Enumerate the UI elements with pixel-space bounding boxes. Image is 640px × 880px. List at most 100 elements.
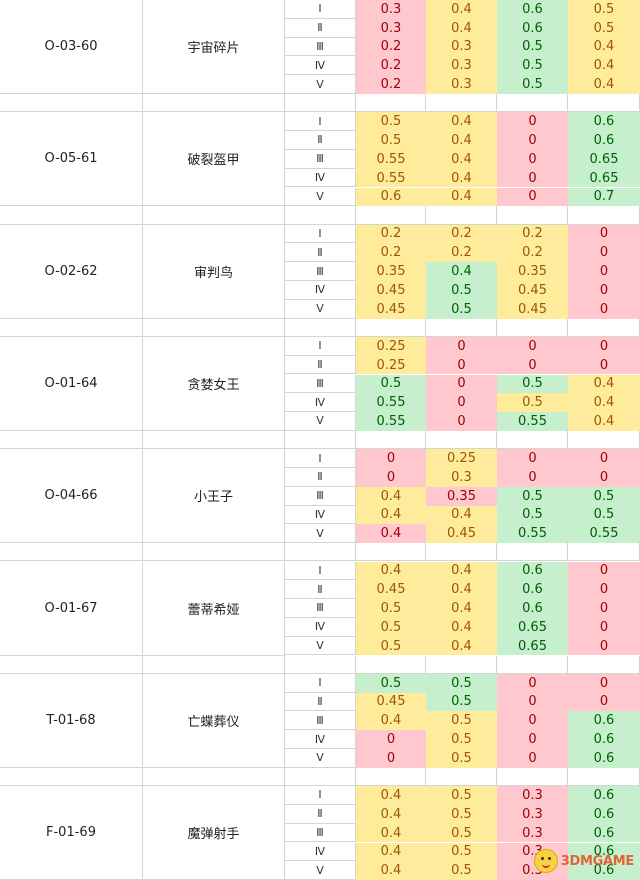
value-cell[interactable]: 0 xyxy=(568,262,640,281)
value-cell[interactable]: 0 xyxy=(568,299,640,319)
value-cell[interactable]: 0.5 xyxy=(497,56,568,76)
level-cell[interactable]: Ⅴ xyxy=(285,299,356,319)
value-cell[interactable]: 0 xyxy=(568,692,640,712)
value-cell[interactable]: 0.65 xyxy=(568,168,640,188)
value-cell[interactable]: 0.45 xyxy=(497,281,568,300)
value-cell[interactable]: 0.5 xyxy=(426,692,497,712)
separator-cell[interactable] xyxy=(143,543,285,562)
value-cell[interactable]: 0.4 xyxy=(356,861,426,880)
level-cell[interactable]: Ⅰ xyxy=(285,673,356,693)
level-cell[interactable]: Ⅴ xyxy=(285,636,356,656)
level-cell[interactable]: Ⅴ xyxy=(285,749,356,768)
separator-cell[interactable] xyxy=(497,655,568,674)
value-cell[interactable]: 0 xyxy=(497,187,568,207)
level-cell[interactable]: Ⅲ xyxy=(285,37,356,57)
level-cell[interactable]: Ⅱ xyxy=(285,580,356,600)
value-cell[interactable]: 0.25 xyxy=(426,449,497,468)
value-cell[interactable]: 0.2 xyxy=(356,224,426,244)
value-cell[interactable]: 0.3 xyxy=(426,56,497,76)
value-cell[interactable]: 0.7 xyxy=(568,187,640,207)
value-cell[interactable]: 0.6 xyxy=(497,18,568,38)
value-cell[interactable]: 0.4 xyxy=(568,75,640,94)
value-cell[interactable]: 0 xyxy=(426,393,497,413)
separator-cell[interactable] xyxy=(356,206,426,225)
separator-cell[interactable] xyxy=(568,543,640,562)
item-name-cell[interactable]: 宇宙碎片 xyxy=(143,0,285,94)
value-cell[interactable]: 0 xyxy=(497,711,568,731)
value-cell[interactable]: 0.4 xyxy=(426,168,497,188)
separator-cell[interactable] xyxy=(143,318,285,337)
value-cell[interactable]: 0.6 xyxy=(356,187,426,207)
value-cell[interactable]: 0 xyxy=(568,468,640,487)
level-cell[interactable]: Ⅰ xyxy=(285,112,356,132)
item-name-cell[interactable]: 破裂盔甲 xyxy=(143,112,285,207)
value-cell[interactable]: 0 xyxy=(568,561,640,581)
value-cell[interactable]: 0.5 xyxy=(568,505,640,525)
value-cell[interactable]: 0.6 xyxy=(568,711,640,731)
value-cell[interactable]: 0 xyxy=(497,673,568,693)
separator-cell[interactable] xyxy=(0,543,143,562)
value-cell[interactable]: 0.5 xyxy=(356,617,426,637)
value-cell[interactable]: 0.35 xyxy=(426,486,497,506)
level-cell[interactable]: Ⅱ xyxy=(285,692,356,712)
level-cell[interactable]: Ⅲ xyxy=(285,262,356,281)
value-cell[interactable]: 0 xyxy=(497,112,568,132)
value-cell[interactable]: 0.4 xyxy=(356,486,426,506)
value-cell[interactable]: 0.4 xyxy=(356,711,426,731)
value-cell[interactable]: 0.35 xyxy=(356,262,426,281)
value-cell[interactable]: 0.5 xyxy=(497,75,568,94)
value-cell[interactable]: 0.55 xyxy=(356,168,426,188)
value-cell[interactable]: 0.6 xyxy=(497,580,568,600)
value-cell[interactable]: 0.6 xyxy=(497,561,568,581)
value-cell[interactable]: 0.5 xyxy=(426,730,497,749)
item-name-cell[interactable]: 贪婪女王 xyxy=(143,336,285,431)
item-name-cell[interactable]: 蕾蒂希娅 xyxy=(143,561,285,656)
value-cell[interactable]: 0 xyxy=(426,412,497,431)
value-cell[interactable]: 0.6 xyxy=(568,823,640,843)
level-cell[interactable]: Ⅲ xyxy=(285,374,356,394)
separator-cell[interactable] xyxy=(568,767,640,787)
item-code-cell[interactable]: O-01-64 xyxy=(0,336,143,431)
value-cell[interactable]: 0.4 xyxy=(568,393,640,413)
value-cell[interactable]: 0.4 xyxy=(426,636,497,656)
value-cell[interactable]: 0.4 xyxy=(356,505,426,525)
separator-cell[interactable] xyxy=(0,206,143,225)
separator-cell[interactable] xyxy=(285,767,356,787)
separator-cell[interactable] xyxy=(568,206,640,225)
separator-cell[interactable] xyxy=(356,430,426,450)
separator-cell[interactable] xyxy=(497,430,568,450)
value-cell[interactable]: 0.5 xyxy=(426,861,497,880)
value-cell[interactable]: 0.5 xyxy=(568,486,640,506)
level-cell[interactable]: Ⅰ xyxy=(285,224,356,244)
value-cell[interactable]: 0.5 xyxy=(426,823,497,843)
value-cell[interactable]: 0.4 xyxy=(426,561,497,581)
separator-cell[interactable] xyxy=(356,655,426,674)
level-cell[interactable]: Ⅲ xyxy=(285,599,356,618)
value-cell[interactable]: 0.65 xyxy=(497,636,568,656)
separator-cell[interactable] xyxy=(356,318,426,337)
value-cell[interactable]: 0.2 xyxy=(356,37,426,57)
value-cell[interactable]: 0 xyxy=(497,168,568,188)
value-cell[interactable]: 0.4 xyxy=(568,374,640,394)
value-cell[interactable]: 0.3 xyxy=(356,0,426,19)
level-cell[interactable]: Ⅱ xyxy=(285,243,356,263)
separator-cell[interactable] xyxy=(568,655,640,674)
separator-cell[interactable] xyxy=(285,543,356,562)
value-cell[interactable]: 0.5 xyxy=(426,804,497,824)
level-cell[interactable]: Ⅳ xyxy=(285,281,356,300)
value-cell[interactable]: 0 xyxy=(497,749,568,768)
value-cell[interactable]: 0.6 xyxy=(568,131,640,150)
value-cell[interactable]: 0 xyxy=(568,599,640,618)
value-cell[interactable]: 0.4 xyxy=(426,112,497,132)
value-cell[interactable]: 0.5 xyxy=(356,112,426,132)
value-cell[interactable]: 0.2 xyxy=(356,75,426,94)
item-code-cell[interactable]: O-03-60 xyxy=(0,0,143,94)
value-cell[interactable]: 0 xyxy=(356,730,426,749)
value-cell[interactable]: 0.6 xyxy=(497,0,568,19)
value-cell[interactable]: 0.5 xyxy=(497,393,568,413)
value-cell[interactable]: 0.4 xyxy=(426,149,497,169)
value-cell[interactable]: 0.3 xyxy=(356,18,426,38)
value-cell[interactable]: 0.6 xyxy=(568,749,640,768)
separator-cell[interactable] xyxy=(426,94,497,113)
value-cell[interactable]: 0.5 xyxy=(497,486,568,506)
